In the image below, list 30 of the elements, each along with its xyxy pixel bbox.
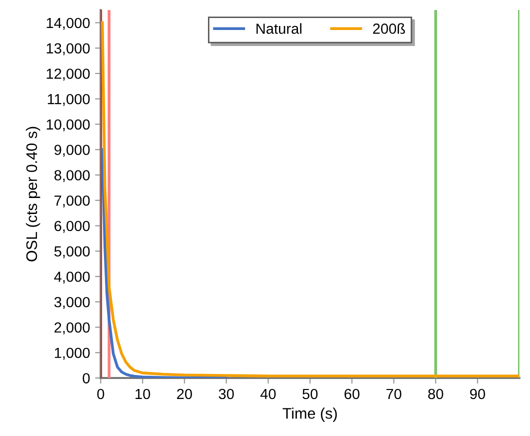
- x-tick-label: 20: [177, 388, 192, 400]
- legend-label: 200ß: [373, 23, 405, 34]
- y-tick-label: 3,000: [54, 296, 90, 310]
- legend-label: Natural: [256, 23, 302, 34]
- y-tick-label: 4,000: [54, 272, 90, 284]
- y-tick-label: 14,000: [46, 18, 90, 30]
- x-axis-title: Time (s): [282, 408, 337, 422]
- y-tick-label: 5,000: [54, 246, 90, 258]
- y-tick-label: 0: [82, 373, 90, 384]
- x-tick-label: 0: [97, 388, 104, 400]
- x-tick-label: 70: [386, 388, 402, 400]
- x-tick-label: 30: [218, 388, 234, 400]
- x-tick-label: 40: [260, 388, 276, 400]
- y-tick-label: 8,000: [54, 170, 90, 182]
- x-tick-label: 50: [302, 388, 318, 400]
- y-axis-title: OSL (cts per 0.40 s): [26, 126, 40, 262]
- y-tick-label: 10,000: [46, 119, 90, 132]
- y-tick-label: 13,000: [46, 43, 90, 56]
- y-tick-label: 6,000: [54, 220, 90, 233]
- y-tick-label: 11,000: [48, 94, 90, 106]
- y-tick-label: 12,000: [46, 68, 90, 81]
- x-tick-label: 10: [136, 388, 150, 400]
- y-tick-label: 9,000: [54, 144, 90, 157]
- y-tick-label: 7,000: [54, 195, 90, 208]
- x-tick-label: 90: [470, 388, 486, 400]
- y-tick-label: 1,000: [54, 348, 90, 360]
- y-tick-label: 2,000: [54, 322, 90, 334]
- x-tick-label: 60: [344, 388, 360, 400]
- x-tick-label: 80: [428, 388, 444, 400]
- line-series: [100, 148, 228, 378]
